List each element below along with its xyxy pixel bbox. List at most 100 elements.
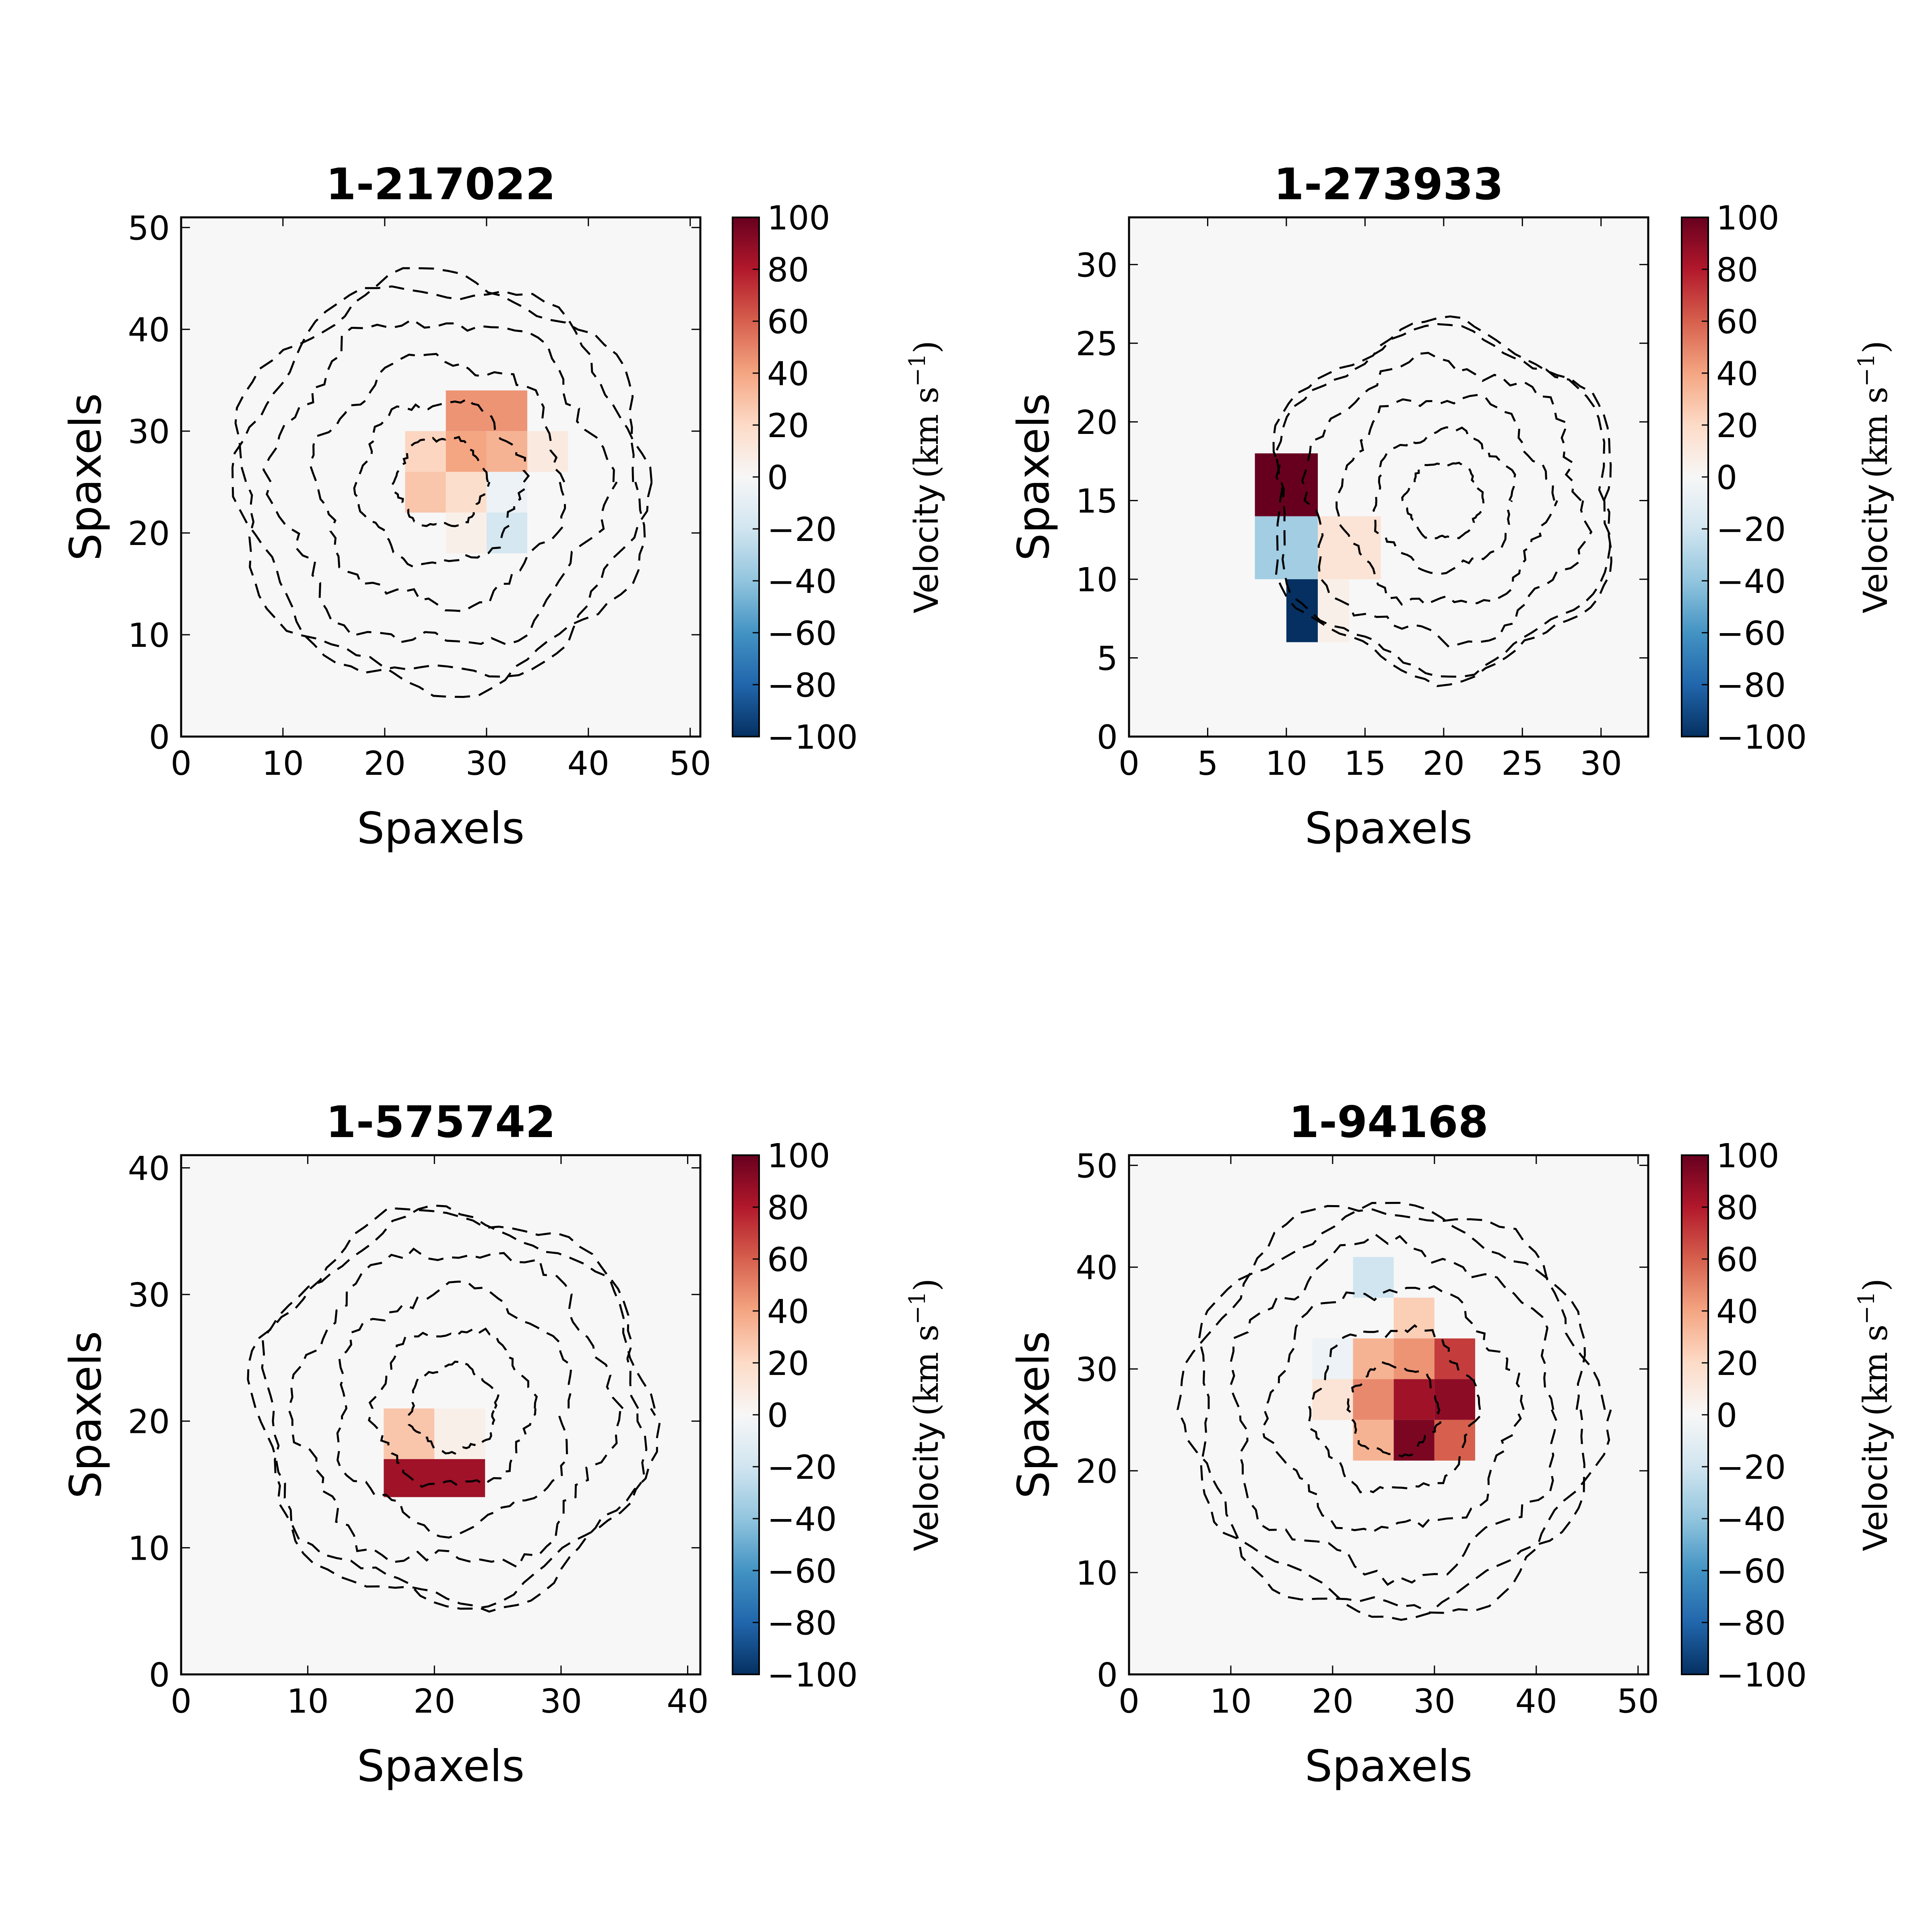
- colorbar-tick-label: −100: [767, 718, 858, 757]
- colorbar-label-paren-close: ): [908, 1278, 946, 1291]
- heatmap-cell: [486, 512, 527, 553]
- plot-frame: [180, 1154, 702, 1676]
- heatmap-cells: [405, 390, 568, 553]
- y-axis-label: Spaxels: [1009, 1331, 1059, 1499]
- x-tick-label: 40: [568, 745, 609, 783]
- y-tick-label: 50: [1076, 1147, 1118, 1185]
- colorbar-tick-label: 40: [767, 355, 809, 393]
- x-tick-label: 20: [1423, 745, 1465, 783]
- plot-frame: [1128, 216, 1649, 738]
- y-tick-label: 10: [1076, 1554, 1118, 1593]
- heatmap-cell: [1393, 1379, 1435, 1420]
- chart-panel-0: 0 10 20 30 40 50 0 10 20 30 40 50 1-217022 Spaxels Spa…: [61, 159, 946, 854]
- colorbar-tick-label: −20: [767, 1449, 837, 1487]
- y-tick-label: 30: [128, 413, 170, 451]
- x-tick-label: 20: [413, 1682, 455, 1721]
- colorbar: 100 80 60 40 20 0 −20 −40 −60 −80 −100 Velocity (km …: [732, 199, 946, 757]
- x-tick-label: 0: [171, 745, 192, 783]
- colorbar: 100 80 60 40 20 0 −20 −40 −60 −80 −100 Velocity (km …: [732, 1137, 946, 1695]
- colorbar-label-exponent: −1: [1854, 1291, 1880, 1325]
- contour-line: [1274, 323, 1612, 678]
- heatmap-cell: [1318, 516, 1381, 580]
- plot-frame: [1128, 1154, 1649, 1676]
- colorbar: 100 80 60 40 20 0 −20 −40 −60 −80 −100 Velocity (km …: [1681, 199, 1895, 757]
- colorbar-label-text: Velocity: [908, 484, 946, 613]
- y-tick-label: 30: [128, 1276, 170, 1315]
- heatmap-cell: [1393, 1420, 1435, 1461]
- colorbar-tick-label: 100: [767, 199, 830, 237]
- heatmap-cell: [1312, 1338, 1353, 1379]
- colorbar-label-text: Velocity: [1857, 484, 1895, 613]
- x-tick-label: 20: [1312, 1682, 1354, 1721]
- contour-line: [1301, 352, 1593, 648]
- colorbar-label: Velocity (km s−1): [1854, 341, 1895, 613]
- contour-lines: [1177, 1201, 1612, 1621]
- heatmap-cell: [446, 390, 527, 431]
- chart-title: 1-575742: [326, 1097, 556, 1148]
- colorbar-tick-label: 20: [1716, 1345, 1758, 1383]
- colorbar-label-unit: km s: [1857, 1325, 1895, 1404]
- contour-line: [407, 1360, 500, 1455]
- colorbar: 100 80 60 40 20 0 −20 −40 −60 −80 −100 Velocity (km …: [1681, 1137, 1895, 1695]
- colorbar-tick-label: 100: [1716, 199, 1779, 237]
- contour-line: [367, 1327, 538, 1488]
- colorbar-tick-label: 80: [1716, 1189, 1758, 1227]
- x-axis-label: Spaxels: [1305, 803, 1473, 854]
- colorbar-tick-label: −20: [1716, 511, 1786, 549]
- contour-line: [336, 1280, 573, 1539]
- colorbar-tick-label: 20: [1716, 407, 1758, 445]
- contour-line: [1177, 1205, 1612, 1614]
- colorbar-label-text: Velocity: [1857, 1422, 1895, 1551]
- y-tick-label: 0: [1097, 1656, 1118, 1695]
- contour-line: [261, 1204, 648, 1610]
- x-tick-label: 40: [1515, 1682, 1557, 1721]
- plot-frame: [180, 216, 702, 738]
- heatmap-cell: [446, 512, 487, 553]
- y-tick-label: 40: [128, 311, 170, 349]
- y-tick-label: 40: [1076, 1249, 1118, 1287]
- contour-line: [1307, 1324, 1482, 1494]
- contour-line: [1372, 426, 1516, 575]
- contour-line: [231, 285, 653, 678]
- contour-lines: [1272, 315, 1612, 687]
- colorbar-tick-label: 20: [767, 1345, 809, 1383]
- colorbar-tick-label: 60: [767, 1241, 809, 1279]
- colorbar-tick-label: −40: [1716, 563, 1786, 601]
- heatmap-cell: [1434, 1338, 1475, 1379]
- heatmap-cells: [1255, 453, 1381, 642]
- colorbar-label: Velocity (km s−1): [904, 1278, 946, 1551]
- contour-line: [1335, 394, 1558, 606]
- heatmap-cell: [384, 1408, 435, 1459]
- colorbar-label: Velocity (km s−1): [904, 341, 946, 613]
- colorbar-tick-label: −80: [1716, 1604, 1786, 1643]
- colorbar-tick-label: 80: [767, 251, 809, 289]
- y-tick-label: 50: [128, 209, 170, 248]
- colorbar-tick-label: −20: [1716, 1449, 1786, 1487]
- colorbar-label-unit: km s: [1857, 387, 1895, 466]
- y-tick-label: 10: [128, 617, 170, 655]
- colorbar-tick-label: −80: [767, 667, 837, 705]
- x-tick-label: 10: [1265, 745, 1307, 783]
- heatmap-cell: [446, 431, 487, 472]
- colorbar-tick-label: 60: [767, 303, 809, 341]
- chart-panel-2: 0 10 20 30 40 0 10 20 30 40 1-575742 Spaxels Spaxels…: [61, 1097, 946, 1792]
- colorbar-label-paren-close: ): [908, 341, 946, 353]
- y-tick-label: 20: [128, 1403, 170, 1441]
- y-tick-label: 5: [1097, 640, 1118, 678]
- heatmap-cell: [1353, 1338, 1394, 1379]
- x-tick-label: 5: [1197, 745, 1218, 783]
- colorbar-tick-label: −40: [1716, 1501, 1786, 1539]
- heatmap-cell: [1434, 1379, 1475, 1420]
- colorbar-tick-label: −40: [767, 563, 837, 601]
- colorbar-label-exponent: −1: [904, 1291, 931, 1325]
- colorbar-tick-label: 0: [767, 1397, 788, 1435]
- colorbar-label-paren: (: [908, 1403, 946, 1416]
- chart-title: 1-217022: [326, 159, 556, 210]
- heatmap-cell: [446, 472, 487, 513]
- x-tick-label: 40: [667, 1682, 708, 1721]
- y-tick-label: 20: [1076, 1453, 1118, 1491]
- x-tick-label: 50: [1617, 1682, 1659, 1721]
- x-axis-label: Spaxels: [357, 803, 525, 854]
- x-tick-label: 25: [1501, 745, 1543, 783]
